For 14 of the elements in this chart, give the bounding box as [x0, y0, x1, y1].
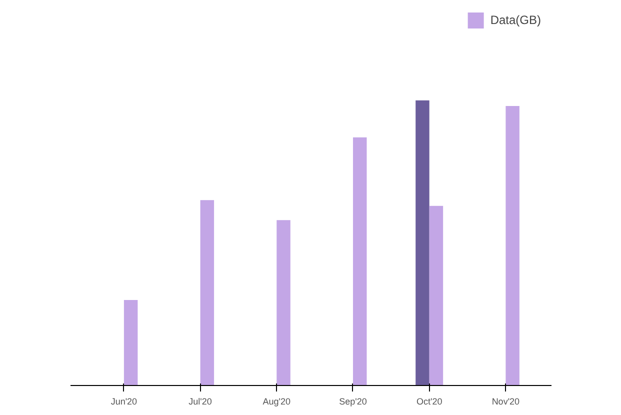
bar	[276, 220, 290, 386]
bar	[506, 106, 520, 386]
bar	[352, 137, 367, 386]
x-tick-label: Oct'20	[416, 396, 442, 406]
bar	[416, 100, 430, 386]
x-tick-label: Jun'20	[110, 396, 138, 406]
legend-label: Data(GB)	[490, 13, 541, 27]
bar	[429, 206, 444, 386]
bar	[124, 300, 138, 386]
x-tick-label: Nov'20	[492, 396, 520, 406]
x-tick-label: Aug'20	[262, 396, 291, 406]
x-tick-label: Sep'20	[339, 396, 367, 406]
x-tick-label: Jul'20	[188, 396, 212, 406]
bar	[200, 200, 214, 386]
